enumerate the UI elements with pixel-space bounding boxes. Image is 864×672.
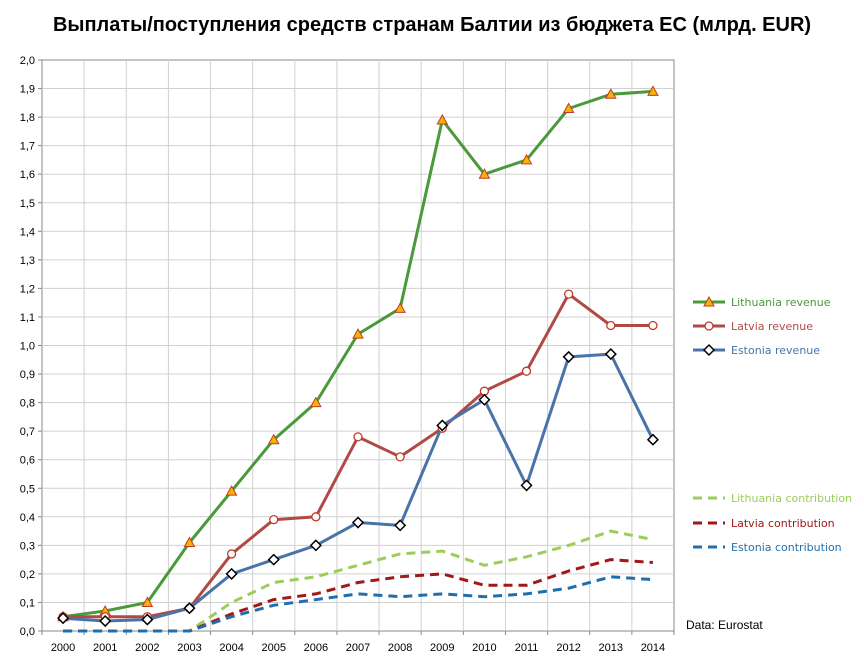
data-point [309, 539, 322, 552]
x-tick-label: 2008 [388, 642, 412, 654]
data-point [351, 516, 365, 529]
gridlines [42, 60, 674, 631]
legend-label-4: Latvia contribution [731, 517, 835, 530]
data-point [225, 567, 238, 580]
data-point [311, 512, 321, 522]
chart-title: Выплаты/поступления средств странам Балт… [52, 14, 812, 36]
data-point [353, 432, 363, 442]
data-point [183, 536, 196, 547]
x-tick-label: 2012 [556, 642, 580, 654]
data-point [478, 393, 491, 406]
x-tick-label: 2014 [641, 642, 665, 654]
y-tick-label: 1,3 [20, 255, 35, 267]
y-tick-label: 0,3 [20, 540, 35, 552]
y-tick-label: 1,1 [20, 312, 35, 324]
data-point [141, 596, 154, 607]
data-point [436, 113, 449, 125]
y-tick-label: 0,1 [20, 597, 35, 609]
y-tick-label: 0,6 [20, 455, 35, 467]
y-tick-label: 1,0 [20, 341, 35, 353]
legend-label-5: Estonia contribution [731, 541, 842, 554]
x-tick-label: 2007 [346, 642, 370, 654]
data-point [478, 168, 491, 179]
y-tick-label: 1,9 [20, 84, 35, 96]
legend-marker-0 [703, 295, 715, 307]
y-tick-label: 0,2 [20, 569, 35, 581]
legend-label-3: Lithuania contribution [731, 492, 852, 505]
data-point [521, 366, 532, 376]
data-point [646, 433, 659, 446]
y-tick-label: 1,8 [20, 112, 35, 124]
data-point [226, 549, 237, 559]
series-markers [57, 85, 659, 628]
data-point [99, 614, 112, 628]
data-point [604, 88, 617, 99]
legend: Lithuania revenue Latvia revenue Estonia r… [693, 295, 852, 554]
legend-marker-2 [702, 343, 716, 357]
x-tick-label: 2000 [51, 642, 75, 654]
series-line-5 [63, 575, 653, 633]
legend-label-0: Lithuania revenue [731, 296, 831, 309]
y-tick-label: 0,0 [20, 626, 35, 638]
y-tick-label: 1,5 [20, 198, 35, 210]
data-point [648, 320, 658, 331]
data-point [394, 302, 406, 313]
data-point [267, 553, 280, 566]
x-tick-label: 2003 [177, 642, 201, 654]
data-point [604, 348, 617, 361]
y-tick-label: 0,5 [20, 483, 35, 495]
legend-label-1: Latvia revenue [731, 320, 813, 333]
data-point [57, 612, 70, 625]
x-tick-label: 2010 [472, 642, 496, 654]
y-tick-label: 1,4 [20, 226, 35, 238]
x-tick-label: 2009 [430, 642, 454, 654]
data-point [394, 519, 407, 532]
x-tick-label: 2013 [599, 642, 623, 654]
legend-label-2: Estonia revenue [731, 344, 820, 357]
x-tick-label: 2006 [304, 642, 328, 654]
data-point [352, 328, 364, 339]
data-point [520, 479, 533, 492]
x-tick-label: 2001 [93, 642, 117, 654]
data-point [183, 602, 196, 615]
data-point [225, 485, 238, 496]
data-point [436, 419, 449, 432]
data-point [562, 102, 575, 114]
data-point [267, 433, 280, 445]
data-point [395, 452, 405, 462]
legend-marker-1 [704, 321, 714, 331]
x-tick-label: 2005 [261, 642, 285, 654]
data-point [564, 289, 574, 299]
x-tick-label: 2002 [135, 642, 159, 654]
y-tick-label: 2,0 [20, 55, 35, 67]
y-tick-label: 0,8 [20, 398, 35, 410]
y-tick-label: 0,4 [20, 512, 35, 524]
data-point [141, 613, 154, 626]
data-point [562, 350, 575, 363]
x-tick-label: 2011 [515, 642, 539, 654]
y-tick-label: 1,7 [20, 141, 35, 153]
x-tick-label: 2004 [219, 642, 243, 654]
source-note: Data: Eurostat [686, 618, 763, 632]
y-tick-label: 1,2 [20, 283, 35, 295]
data-point [647, 85, 659, 96]
data-point [310, 396, 322, 408]
x-axis: 2000 2001 2002 2003 2004 2005 2006 2007 2008 2009… [41, 631, 675, 654]
y-tick-label: 0,7 [20, 426, 35, 438]
y-axis: 0,0 0,1 0,2 0,3 0,4 0,5 0,6 0,7 0,8 0,9 1,0 1,1 1,2 1… [20, 55, 42, 638]
y-tick-label: 1,6 [20, 169, 35, 181]
data-point [269, 515, 279, 525]
data-point [606, 320, 616, 331]
data-point [520, 153, 533, 165]
y-tick-label: 0,9 [20, 369, 35, 381]
